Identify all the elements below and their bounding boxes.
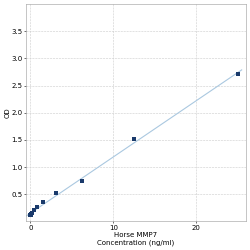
Point: [132, 138, 136, 141]
X-axis label: Horse MMP7
Concentration (ng/ml): Horse MMP7 Concentration (ng/ml): [98, 232, 175, 246]
Point: [54, 191, 58, 195]
Point: [29, 212, 33, 216]
Point: [32, 208, 36, 212]
Point: [28, 213, 32, 217]
Point: [35, 205, 39, 209]
Y-axis label: OD: OD: [4, 108, 10, 118]
Point: [29, 213, 33, 217]
Point: [41, 200, 45, 204]
Point: [30, 210, 34, 214]
Point: [80, 179, 84, 183]
Point: [236, 72, 240, 76]
